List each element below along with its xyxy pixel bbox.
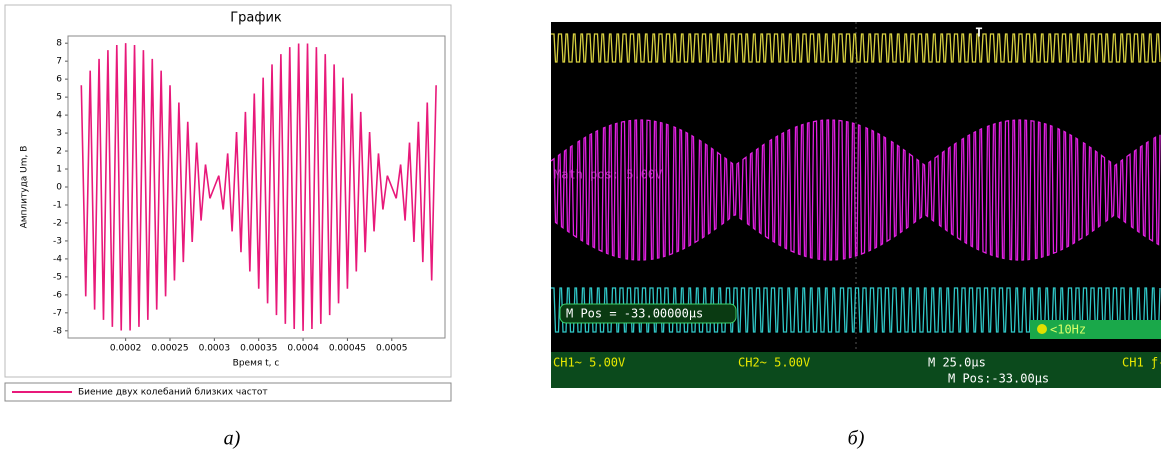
y-axis-label: Амплитуда Um, В [20,146,30,229]
y-tick-label: -1 [53,200,62,210]
y-tick-label: -8 [53,326,62,336]
trigger-marker: T [975,26,982,40]
y-tick-label: -6 [53,290,62,300]
y-tick-label: -5 [53,272,62,282]
m-pos-status: M Pos:-33.00µs [948,372,1049,386]
y-tick-label: 7 [56,57,62,67]
x-tick-label: 0.0003 [199,344,231,354]
y-tick-label: 3 [56,129,62,139]
ch1-scale: CH1~ 5.00V [553,356,625,370]
x-tick-label: 0.00025 [151,344,188,354]
y-tick-label: 8 [56,39,62,49]
chart-title: График [230,11,282,26]
y-tick-label: -3 [53,236,62,246]
x-tick-label: 0.0002 [110,344,142,354]
x-axis-label: Время t, c [233,359,280,369]
timebase: M 25.0µs [928,356,986,370]
caption: б) [848,428,865,450]
y-tick-label: 4 [56,111,62,121]
x-tick-label: 0.00045 [329,344,366,354]
oscilloscope: T Math pos: 5.00V M Pos = -33.00000µs <1… [551,22,1161,388]
x-tick-label: 0.00035 [240,344,277,354]
ch2-scale: CH2~ 5.00V [738,356,810,370]
y-tick-label: 1 [56,165,62,175]
trigger-icon [1037,324,1047,334]
y-tick-label: -2 [53,218,62,228]
trigger-status: CH1 ƒ- [1122,356,1161,370]
figure: График Время t, c Амплитуда Um, В Биение… [0,0,1161,454]
trigger-frequency: <10Hz [1050,323,1086,337]
x-tick-label: 0.0004 [287,344,319,354]
y-tick-label: -7 [53,308,62,318]
y-tick-label: 0 [56,183,62,193]
y-tick-label: 2 [56,147,62,157]
y-tick-label: -4 [53,254,62,264]
legend-label: Биение двух колебаний близких частот [78,388,268,398]
caption: а) [224,428,241,450]
math-label: Math pos: 5.00V [554,168,662,182]
y-tick-label: 6 [56,75,62,85]
m-pos-value: M Pos = -33.00000µs [566,307,703,321]
y-tick-label: 5 [56,93,62,103]
status-bar [551,352,1161,388]
x-tick-label: 0.0005 [376,344,408,354]
